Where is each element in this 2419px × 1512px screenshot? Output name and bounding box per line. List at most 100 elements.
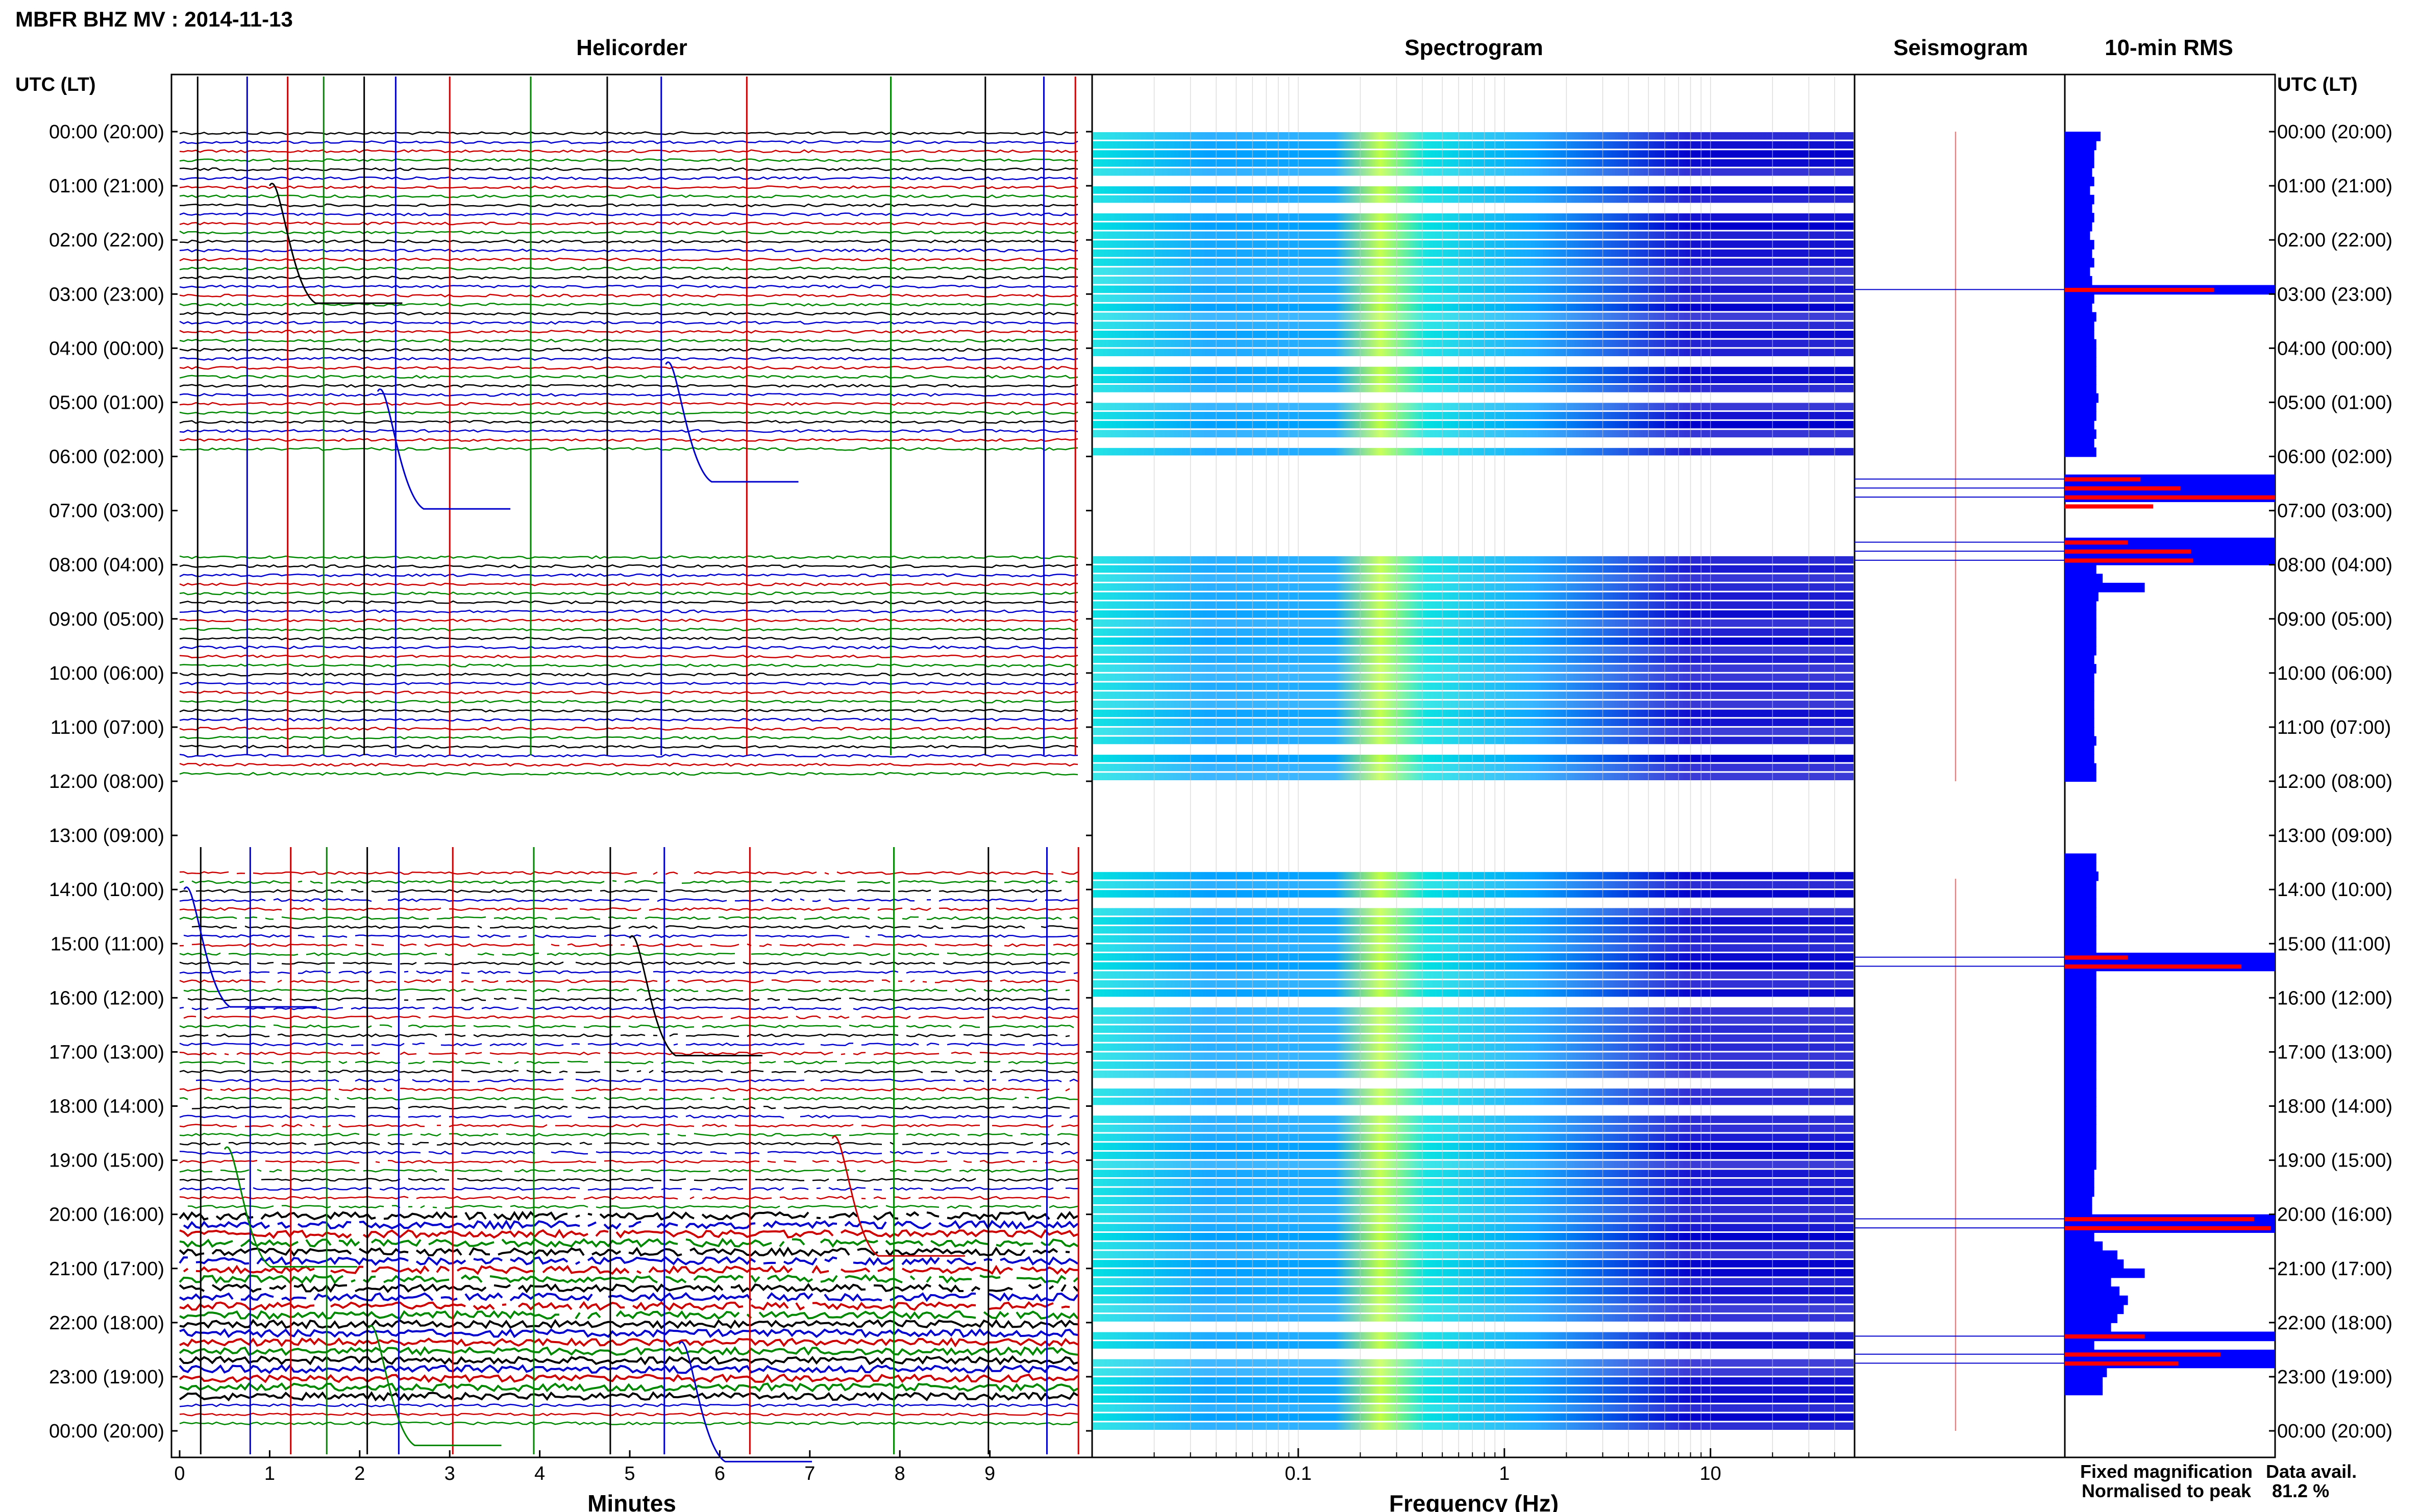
helicorder-trace — [179, 1246, 1070, 1257]
rms-bar-fixed — [2065, 357, 2096, 367]
spectrogram-row — [1093, 150, 1854, 158]
spectrogram-row — [1093, 1187, 1854, 1196]
helicorder-trace — [179, 230, 1078, 235]
rms-bar-fixed — [2065, 610, 2096, 619]
time-label-left: 00:00 (20:00) — [49, 121, 164, 143]
time-label-left: 10:00 (06:00) — [49, 663, 164, 684]
spectrogram-row — [1093, 1233, 1854, 1241]
rms-bar-fixed — [2065, 745, 2094, 755]
time-label-right: 10:00 (06:00) — [2277, 663, 2392, 684]
rms-bar-fixed — [2065, 1241, 2103, 1251]
helicorder-trace — [179, 185, 1078, 190]
helicorder-trace — [179, 582, 1078, 586]
spectrogram-row — [1093, 132, 1854, 140]
rms-bar-fixed — [2065, 348, 2096, 358]
spectrogram-row — [1093, 1278, 1854, 1286]
rms-bar-fixed — [2065, 916, 2096, 926]
rms-bar-fixed — [2065, 1106, 2096, 1116]
rms-bar-fixed — [2065, 889, 2096, 899]
spectrogram-row — [1093, 1224, 1854, 1232]
spectrogram-row — [1093, 159, 1854, 167]
spectrogram-row — [1093, 330, 1854, 338]
helicorder-trace — [179, 1159, 1078, 1164]
helicorder-trace — [179, 681, 1078, 686]
spectrogram-row — [1093, 1287, 1854, 1295]
time-label-right: 03:00 (23:00) — [2277, 284, 2392, 305]
rms-bar-fixed — [2065, 601, 2096, 611]
spectrogram-row — [1093, 989, 1854, 997]
spectrogram-row — [1093, 294, 1854, 302]
rms-bar-fixed — [2065, 339, 2096, 349]
helicorder-trace — [179, 1274, 1079, 1284]
spectrogram-row — [1093, 953, 1854, 961]
time-label-right: 06:00 (02:00) — [2277, 447, 2392, 468]
minute-tick-label: 3 — [445, 1463, 455, 1484]
rms-bar-fixed — [2065, 312, 2096, 322]
helicorder-trace — [179, 1051, 1078, 1056]
rms-bar-fixed — [2065, 664, 2096, 674]
rms-bar-fixed — [2065, 1205, 2092, 1215]
rms-bar-fixed — [2065, 736, 2096, 746]
rms-bar-normalised — [2065, 504, 2154, 509]
helicorder-trace — [179, 700, 1078, 704]
spectrogram-row — [1093, 276, 1854, 284]
rms-bar-fixed — [2065, 411, 2096, 421]
spectrogram-row — [1093, 1197, 1854, 1204]
spectrogram-row — [1093, 1034, 1854, 1042]
spectrogram-row — [1093, 303, 1854, 311]
rms-bar-fixed — [2065, 249, 2092, 259]
rms-bar-normalised — [2065, 1334, 2145, 1339]
helicorder-trace — [179, 717, 1078, 722]
rms-bar-fixed — [2065, 177, 2094, 187]
rms-bar-fixed — [2065, 862, 2096, 872]
time-label-left: 09:00 (05:00) — [49, 609, 164, 630]
spectrogram-row — [1093, 556, 1854, 564]
helicorder-trace — [179, 1391, 1079, 1402]
helicorder-trace — [179, 131, 1078, 135]
rms-bar-fixed — [2065, 988, 2096, 999]
spectrogram-row — [1093, 420, 1854, 429]
spectrogram-row — [1093, 1178, 1854, 1186]
rms-bar-fixed — [2065, 907, 2096, 918]
helicorder-trace — [179, 419, 1078, 424]
time-label-left: 14:00 (10:00) — [49, 879, 164, 901]
spectrogram-row — [1093, 1413, 1854, 1421]
minute-tick-label: 8 — [895, 1463, 905, 1484]
helicorder-trace — [179, 1210, 1078, 1221]
helicorder-trace — [179, 591, 1078, 596]
time-label-left: 07:00 (03:00) — [49, 501, 164, 522]
helicorder-trace — [179, 1328, 1078, 1339]
helicorder-trace — [195, 1078, 1078, 1083]
helicorder-trace — [179, 708, 1078, 713]
helicorder-trace — [179, 266, 1078, 271]
helicorder-trace — [179, 438, 1078, 442]
spectrogram-row — [1093, 619, 1854, 627]
seismogram-traces — [1855, 132, 2065, 1431]
spectrogram-title: Spectrogram — [1404, 35, 1543, 60]
rms-bar-fixed — [2065, 853, 2096, 863]
time-label-right: 00:00 (20:00) — [2277, 1421, 2392, 1442]
minute-tick-label: 5 — [624, 1463, 635, 1484]
helicorder-trace — [179, 357, 1078, 361]
rms-bar-normalised — [2065, 540, 2128, 545]
spectrogram-row — [1093, 682, 1854, 690]
helicorder-transient — [224, 1146, 358, 1268]
helicorder-trace — [179, 1114, 1078, 1119]
helicorder-trace — [179, 745, 1078, 749]
rms-bar-normalised — [2065, 288, 2214, 292]
rms-bar-fixed — [2065, 1133, 2096, 1143]
right-time-axis-title: UTC (LT) — [2277, 74, 2358, 95]
rms-bar-fixed — [2065, 1178, 2094, 1188]
rms-bar-fixed — [2065, 1034, 2096, 1044]
spectrogram-row — [1093, 1359, 1854, 1367]
spectrogram-row — [1093, 430, 1854, 438]
minute-tick-label: 1 — [264, 1463, 275, 1484]
spectrogram-row — [1093, 872, 1854, 880]
rms-bars — [2065, 132, 2275, 1396]
rms-bar-fixed — [2065, 628, 2096, 638]
time-label-left: 13:00 (09:00) — [49, 825, 164, 847]
rms-bar-fixed — [2065, 979, 2096, 989]
rms-bar-fixed — [2065, 1376, 2103, 1386]
helicorder-trace — [179, 330, 1078, 334]
rms-bar-normalised — [2065, 1361, 2179, 1366]
